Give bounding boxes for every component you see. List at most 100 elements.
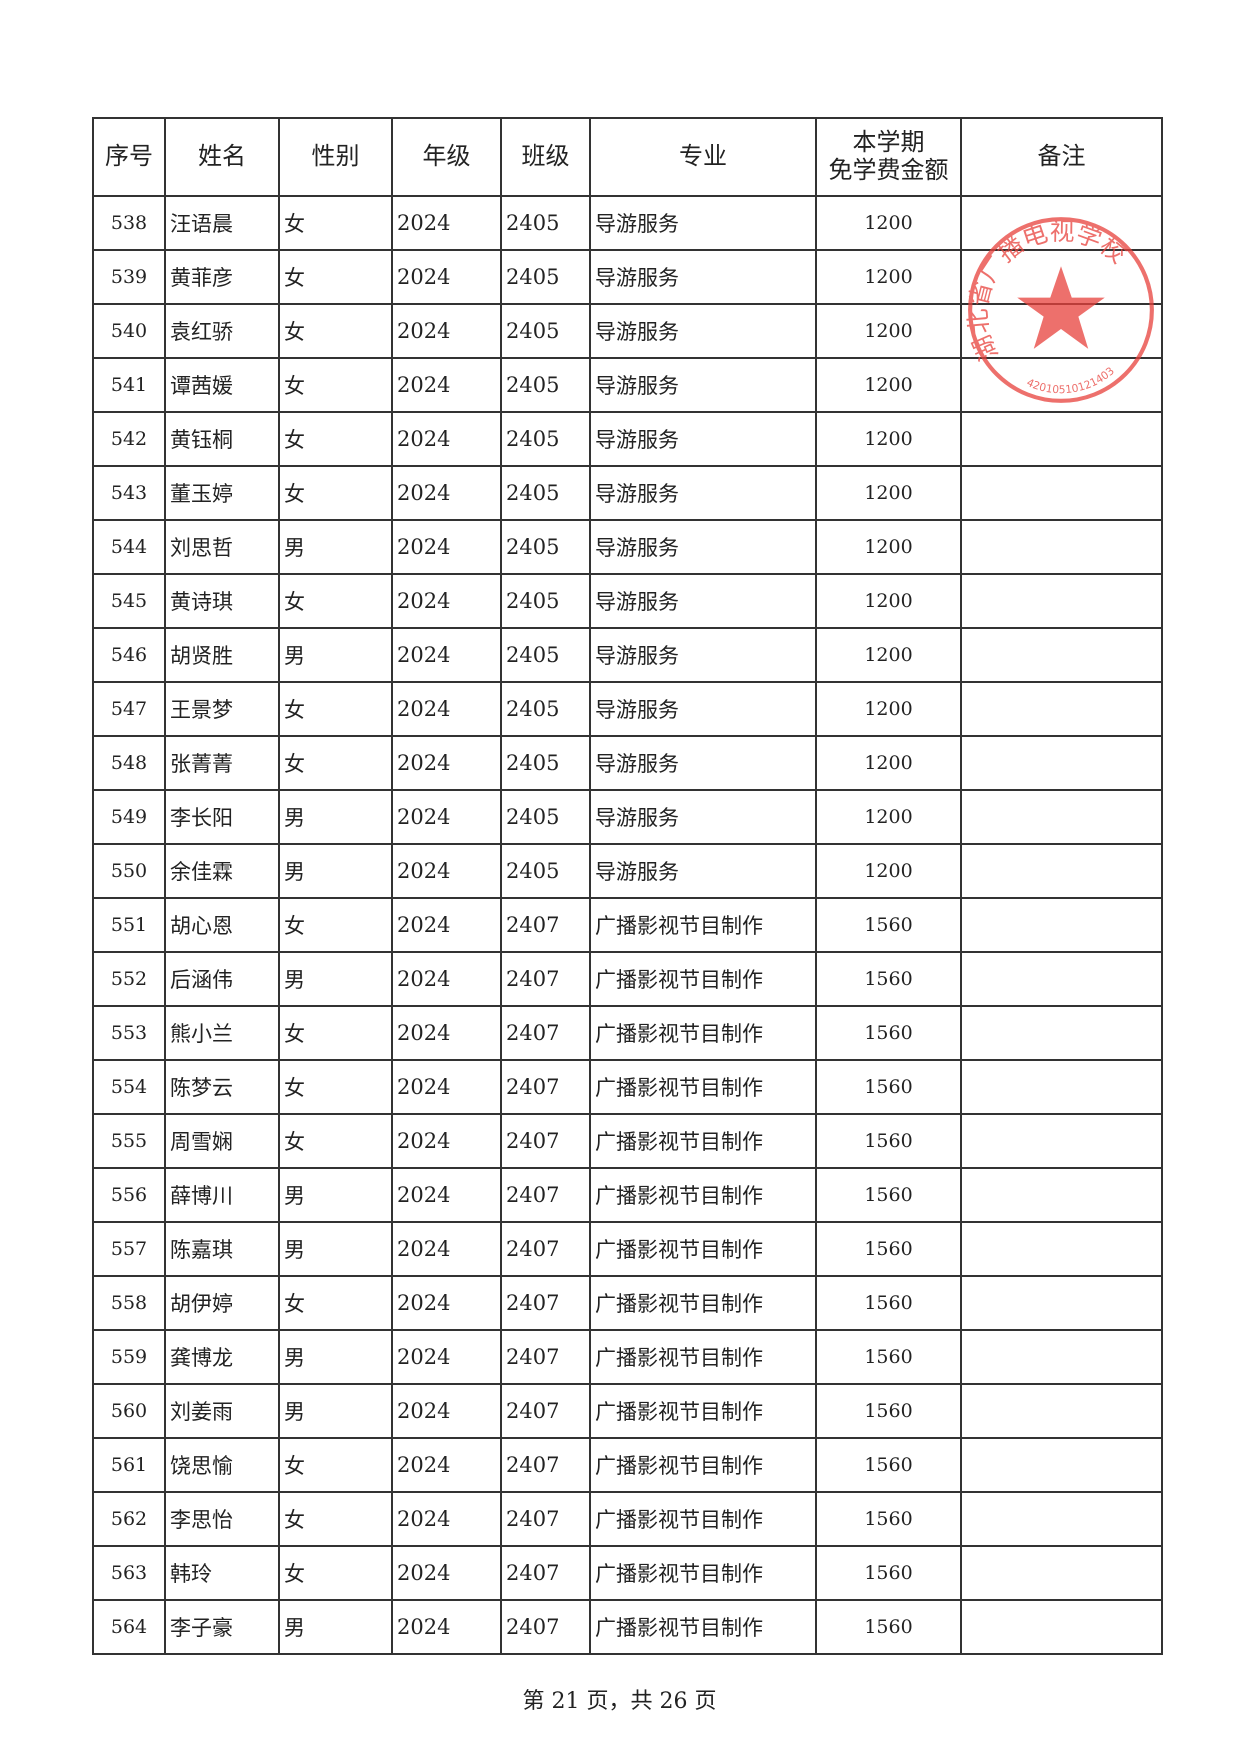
col-remark-cell <box>960 1437 1163 1493</box>
col-remark-cell <box>960 249 1163 305</box>
col-remark-cell <box>960 681 1163 737</box>
col-name-cell: 饶思愉 <box>164 1437 280 1493</box>
col-remark-cell <box>960 1167 1163 1223</box>
col-major-cell: 广播影视节目制作 <box>589 1005 817 1061</box>
col-class-cell: 2407 <box>500 1275 591 1331</box>
col-name-cell: 胡伊婷 <box>164 1275 280 1331</box>
col-name-cell: 陈嘉琪 <box>164 1221 280 1277</box>
col-major-cell: 导游服务 <box>589 681 817 737</box>
col-grade-cell: 2024 <box>391 1491 502 1547</box>
col-index-cell: 549 <box>92 789 166 845</box>
col-class-cell: 2407 <box>500 1167 591 1223</box>
col-gender-cell: 女 <box>278 303 393 359</box>
col-index-cell: 542 <box>92 411 166 467</box>
col-class-cell: 2407 <box>500 1437 591 1493</box>
header-col-class: 班级 <box>500 117 591 197</box>
table-row: 540 袁红骄女 2024 2405 导游服务 1200 <box>92 303 1163 359</box>
col-class-cell: 2407 <box>500 1545 591 1601</box>
table-row: 546 胡贤胜男 2024 2405 导游服务 1200 <box>92 627 1163 683</box>
col-class-cell: 2405 <box>500 195 591 251</box>
col-gender-cell: 女 <box>278 1005 393 1061</box>
col-class-cell: 2405 <box>500 357 591 413</box>
col-remark-cell <box>960 1275 1163 1331</box>
col-name-cell: 余佳霖 <box>164 843 280 899</box>
col-grade-cell: 2024 <box>391 1059 502 1115</box>
col-fee-cell: 1560 <box>815 1167 962 1223</box>
col-class-cell: 2407 <box>500 1221 591 1277</box>
col-name-cell: 熊小兰 <box>164 1005 280 1061</box>
table-row: 545 黄诗琪女 2024 2405 导游服务 1200 <box>92 573 1163 629</box>
col-index-cell: 552 <box>92 951 166 1007</box>
col-index-cell: 564 <box>92 1599 166 1655</box>
col-fee-cell: 1560 <box>815 1329 962 1385</box>
col-class-cell: 2407 <box>500 897 591 953</box>
col-gender-cell: 男 <box>278 519 393 575</box>
col-grade-cell: 2024 <box>391 195 502 251</box>
col-name-cell: 后涵伟 <box>164 951 280 1007</box>
col-fee-cell: 1560 <box>815 951 962 1007</box>
table-row: 559 龚博龙男 2024 2407 广播影视节目制作 1560 <box>92 1329 1163 1385</box>
col-major-cell: 导游服务 <box>589 843 817 899</box>
col-remark-cell <box>960 1545 1163 1601</box>
col-fee-cell: 1560 <box>815 1491 962 1547</box>
page-footer: 第 21 页，共 26 页 <box>522 1689 717 1714</box>
col-gender-cell: 女 <box>278 1491 393 1547</box>
col-class-cell: 2405 <box>500 735 591 791</box>
col-index-cell: 553 <box>92 1005 166 1061</box>
col-gender-cell: 女 <box>278 1059 393 1115</box>
col-index-cell: 547 <box>92 681 166 737</box>
col-major-cell: 导游服务 <box>589 573 817 629</box>
col-class-cell: 2405 <box>500 789 591 845</box>
col-remark-cell <box>960 1059 1163 1115</box>
col-remark-cell <box>960 789 1163 845</box>
table-row: 547 王景梦女 2024 2405 导游服务 1200 <box>92 681 1163 737</box>
col-major-cell: 广播影视节目制作 <box>589 951 817 1007</box>
col-major-cell: 广播影视节目制作 <box>589 1599 817 1655</box>
col-index-cell: 555 <box>92 1113 166 1169</box>
col-grade-cell: 2024 <box>391 465 502 521</box>
col-index-cell: 538 <box>92 195 166 251</box>
col-index-cell: 554 <box>92 1059 166 1115</box>
table-row: 552 后涵伟男 2024 2407 广播影视节目制作 1560 <box>92 951 1163 1007</box>
col-gender-cell: 男 <box>278 789 393 845</box>
col-major-cell: 导游服务 <box>589 249 817 305</box>
col-major-cell: 广播影视节目制作 <box>589 1491 817 1547</box>
col-name-cell: 李长阳 <box>164 789 280 845</box>
col-class-cell: 2407 <box>500 951 591 1007</box>
col-grade-cell: 2024 <box>391 1221 502 1277</box>
col-name-cell: 薛博川 <box>164 1167 280 1223</box>
col-grade-cell: 2024 <box>391 1275 502 1331</box>
col-remark-cell <box>960 357 1163 413</box>
col-name-cell: 黄钰桐 <box>164 411 280 467</box>
col-fee-cell: 1200 <box>815 573 962 629</box>
col-grade-cell: 2024 <box>391 897 502 953</box>
col-remark-cell <box>960 519 1163 575</box>
col-class-cell: 2407 <box>500 1329 591 1385</box>
col-grade-cell: 2024 <box>391 357 502 413</box>
col-grade-cell: 2024 <box>391 1005 502 1061</box>
table-header: 序号 姓名 性别 年级 班级 专业 本学期 免学费金额 备注 <box>92 117 1163 197</box>
col-remark-cell <box>960 1329 1163 1385</box>
col-grade-cell: 2024 <box>391 573 502 629</box>
header-col-fee: 本学期 免学费金额 <box>815 117 962 197</box>
col-remark-cell <box>960 1383 1163 1439</box>
col-remark-cell <box>960 951 1163 1007</box>
col-index-cell: 561 <box>92 1437 166 1493</box>
header-col-gender: 性别 <box>278 117 393 197</box>
col-name-cell: 王景梦 <box>164 681 280 737</box>
col-index-cell: 551 <box>92 897 166 953</box>
col-index-cell: 550 <box>92 843 166 899</box>
col-name-cell: 李思怡 <box>164 1491 280 1547</box>
col-fee-cell: 1560 <box>815 1383 962 1439</box>
col-grade-cell: 2024 <box>391 1599 502 1655</box>
col-gender-cell: 女 <box>278 249 393 305</box>
col-fee-cell: 1200 <box>815 843 962 899</box>
col-name-cell: 汪语晨 <box>164 195 280 251</box>
col-name-cell: 胡贤胜 <box>164 627 280 683</box>
col-gender-cell: 女 <box>278 897 393 953</box>
col-index-cell: 558 <box>92 1275 166 1331</box>
col-fee-cell: 1560 <box>815 897 962 953</box>
col-grade-cell: 2024 <box>391 843 502 899</box>
col-major-cell: 广播影视节目制作 <box>589 1167 817 1223</box>
col-class-cell: 2405 <box>500 465 591 521</box>
